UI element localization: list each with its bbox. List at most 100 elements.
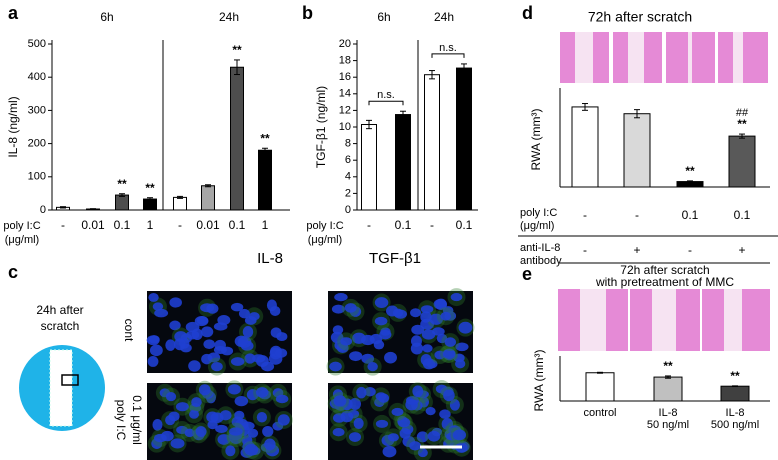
nucleus bbox=[431, 327, 445, 336]
nucleus bbox=[422, 358, 436, 370]
nucleus bbox=[170, 438, 185, 449]
image bbox=[688, 32, 692, 83]
nucleus bbox=[410, 342, 424, 355]
nucleus bbox=[434, 350, 446, 360]
bar bbox=[201, 185, 215, 211]
y-tick-label: 300 bbox=[28, 104, 46, 116]
nucleus bbox=[269, 305, 281, 316]
nucleus bbox=[379, 329, 392, 340]
nucleus bbox=[230, 302, 244, 312]
nucleus bbox=[435, 298, 448, 310]
nucleus bbox=[264, 438, 276, 451]
condition-value: - bbox=[583, 243, 587, 257]
y-tick-label: 0 bbox=[40, 204, 46, 216]
x-axis-label: poly I:C bbox=[306, 220, 343, 232]
x-tick-label: 1 bbox=[262, 218, 269, 232]
y-tick-label: 4 bbox=[345, 171, 351, 183]
x-tick-label: 0.1 bbox=[114, 218, 131, 232]
condition-value: + bbox=[633, 243, 640, 257]
nucleus bbox=[194, 316, 209, 327]
nucleus bbox=[397, 417, 411, 428]
nucleus bbox=[344, 303, 357, 313]
nucleus bbox=[148, 335, 160, 344]
field-box bbox=[61, 374, 79, 386]
x-tick-label: 0.1 bbox=[229, 218, 246, 232]
nucleus bbox=[349, 398, 361, 410]
bar bbox=[258, 149, 272, 211]
nucleus bbox=[234, 395, 249, 407]
y-axis-label: RWA (mm³) bbox=[532, 350, 546, 412]
nucleus bbox=[154, 308, 169, 318]
y-tick-label: 18 bbox=[339, 55, 351, 67]
bar bbox=[456, 67, 472, 211]
nucleus bbox=[449, 399, 460, 411]
y-tick-label: 20 bbox=[339, 38, 351, 50]
nucleus bbox=[234, 335, 249, 347]
x-tick-label: - bbox=[178, 218, 182, 232]
group-label: 6h bbox=[377, 10, 390, 24]
nucleus bbox=[246, 389, 259, 401]
nucleus bbox=[334, 293, 348, 302]
panel-label: a bbox=[8, 3, 19, 23]
nucleus bbox=[200, 326, 214, 338]
condition-value: - bbox=[635, 208, 639, 222]
nucleus bbox=[234, 418, 249, 431]
x-tick-label: 1 bbox=[147, 218, 154, 232]
x-tick-label: - bbox=[61, 218, 65, 232]
nucleus bbox=[374, 297, 389, 308]
nucleus bbox=[147, 355, 159, 367]
condition-label: antibody bbox=[520, 255, 562, 267]
nucleus bbox=[453, 353, 465, 363]
image bbox=[575, 32, 593, 83]
nucleus bbox=[213, 345, 227, 355]
nucleus bbox=[443, 389, 455, 402]
y-tick-label: 0 bbox=[345, 204, 351, 216]
nucleus bbox=[201, 353, 213, 365]
nucleus bbox=[242, 326, 254, 338]
x-tick-label: 500 ng/ml bbox=[711, 419, 759, 431]
bar bbox=[720, 385, 750, 402]
micrographs bbox=[146, 288, 475, 460]
nucleus bbox=[458, 321, 473, 334]
bar bbox=[395, 114, 411, 211]
y-axis-label: IL-8 (ng/ml) bbox=[6, 96, 20, 157]
nucleus bbox=[210, 412, 224, 424]
x-axis-label: (μg/ml) bbox=[308, 234, 342, 246]
nucleus bbox=[277, 414, 290, 426]
nucleus bbox=[215, 424, 228, 434]
bar bbox=[623, 113, 651, 188]
y-tick-label: 14 bbox=[339, 88, 351, 100]
comparison-bracket bbox=[431, 53, 465, 58]
nucleus bbox=[152, 418, 163, 431]
nucleus bbox=[169, 320, 181, 331]
bar bbox=[230, 66, 244, 211]
nucleus bbox=[217, 434, 231, 445]
nucleus bbox=[374, 316, 388, 326]
y-axis-label: RWA (mm³) bbox=[529, 109, 543, 171]
x-tick-label: 0.1 bbox=[395, 218, 412, 232]
y-tick-label: 8 bbox=[345, 138, 351, 150]
nucleus bbox=[364, 386, 376, 397]
comparison-label: n.s. bbox=[377, 89, 395, 101]
nucleus bbox=[244, 316, 257, 325]
nucleus bbox=[274, 348, 288, 358]
nucleus bbox=[165, 339, 176, 351]
nucleus bbox=[247, 428, 259, 438]
nucleus bbox=[369, 333, 383, 345]
significance: ** bbox=[117, 177, 127, 191]
y-tick-label: 6 bbox=[345, 154, 351, 166]
nucleus bbox=[429, 313, 443, 325]
row-label: cont bbox=[122, 319, 136, 342]
nucleus bbox=[255, 387, 269, 398]
bar bbox=[361, 124, 377, 211]
scratch bbox=[49, 349, 73, 427]
condition-value: - bbox=[688, 243, 692, 257]
nucleus bbox=[406, 396, 419, 405]
panel-label: d bbox=[522, 3, 533, 23]
nucleus bbox=[148, 292, 159, 302]
nucleus bbox=[409, 441, 422, 451]
nucleus bbox=[386, 305, 399, 317]
condition-value: 0.1 bbox=[734, 208, 751, 222]
nucleus bbox=[425, 407, 436, 416]
